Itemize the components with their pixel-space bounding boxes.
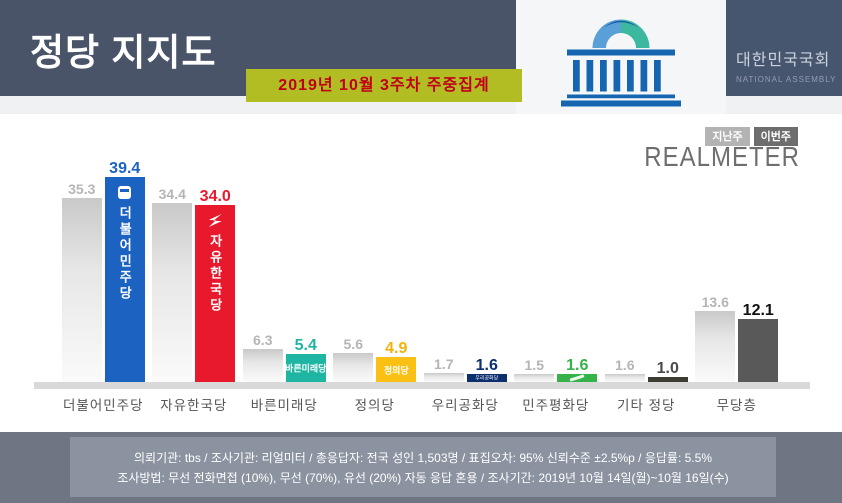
bar-plot: 35.3 39.4 더불어민주당 34.4 34.0 자유한국당 6.3 5.4 바른미래당 5.… <box>58 160 782 382</box>
assembly-name-en: NATIONAL ASSEMBLY <box>736 75 837 84</box>
x-axis-labels: 더불어민주당 자유한국당 바른미래당 정의당 우리공화당 민주평화당 기타 정당 무당층 <box>58 394 782 414</box>
this-week-value: 39.4 <box>109 160 141 177</box>
last-week-value: 34.4 <box>158 186 186 202</box>
last-week-bar-wrap: 35.3 <box>61 160 102 382</box>
this-week-bar-wrap: 39.4 더불어민주당 <box>104 160 145 382</box>
last-week-value: 1.6 <box>615 357 635 373</box>
in-bar-party-name: 바른미래당 <box>285 363 327 374</box>
assembly-name-panel: 대한민국국회 NATIONAL ASSEMBLY <box>726 0 842 96</box>
this-week-bar-wrap: 12.1 <box>738 160 779 382</box>
axis-baseline <box>34 382 810 389</box>
x-axis-label-0: 더불어민주당 <box>62 398 144 413</box>
last-week-value: 5.6 <box>343 336 363 352</box>
page-title: 정당 지지도 <box>30 32 217 73</box>
last-week-bar-wrap: 1.7 <box>423 160 464 382</box>
realmeter-logo: REALMETER <box>644 142 800 174</box>
this-week-bar-wrap: 34.0 자유한국당 <box>195 160 236 382</box>
last-week-bar-wrap: 1.6 <box>604 160 645 382</box>
last-week-bar-wrap: 5.6 <box>333 160 374 382</box>
party-name-vertical: 자유한국당 <box>207 234 223 314</box>
chart-legend: 지난주 이번주 <box>705 127 798 146</box>
last-week-value: 6.3 <box>253 332 273 348</box>
this-week-bar <box>647 377 688 382</box>
this-week-bar <box>738 319 779 382</box>
last-week-bar <box>333 353 374 382</box>
in-bar-party-name: 정의당 <box>383 365 409 375</box>
last-week-bar <box>61 198 102 382</box>
x-axis-label-7: 무당층 <box>716 398 757 413</box>
x-axis-label-1: 자유한국당 <box>160 398 228 413</box>
last-week-bar <box>514 374 555 382</box>
week-banner: 2019년 10월 3주차 주중집계 <box>246 69 522 102</box>
x-axis-label-6: 기타 정당 <box>617 398 676 413</box>
last-week-bar <box>695 311 736 382</box>
last-week-bar-wrap: 13.6 <box>695 160 736 382</box>
this-week-bar <box>557 374 598 382</box>
this-week-bar: 우리공화당 <box>466 374 507 382</box>
this-week-value: 1.6 <box>566 357 589 374</box>
this-week-bar-wrap: 5.4 바른미래당 <box>285 160 327 382</box>
assembly-name-kr: 대한민국국회 <box>736 52 831 69</box>
this-week-bar: 더불어민주당 <box>104 177 145 382</box>
survey-info-line1: 의뢰기관: tbs / 조사기관: 리얼미터 / 총응답자: 전국 성인 1,5… <box>134 450 712 465</box>
survey-info-panel: 의뢰기관: tbs / 조사기관: 리얼미터 / 총응답자: 전국 성인 1,5… <box>70 437 776 497</box>
bar-group-4: 1.7 1.6 우리공화당 <box>420 160 511 382</box>
this-week-bar-wrap: 1.6 <box>557 160 598 382</box>
last-week-bar-wrap: 6.3 <box>242 160 283 382</box>
bar-group-0: 35.3 39.4 더불어민주당 <box>58 160 149 382</box>
bar-group-1: 34.4 34.0 자유한국당 <box>149 160 240 382</box>
this-week-value: 1.0 <box>656 360 679 377</box>
legend-last-week: 지난주 <box>705 127 750 146</box>
x-axis-label-3: 정의당 <box>354 398 395 413</box>
in-bar-party-name: 자유한국당 <box>195 214 235 314</box>
legend-this-week: 이번주 <box>753 127 798 146</box>
last-week-bar <box>423 373 464 382</box>
this-week-value: 5.4 <box>294 337 317 354</box>
last-week-bar-wrap: 1.5 <box>514 160 555 382</box>
national-assembly-building-icon <box>561 19 681 107</box>
bar-group-3: 5.6 4.9 정의당 <box>330 160 421 382</box>
party-logo-swoosh-icon <box>569 374 585 382</box>
bar-group-6: 1.6 1.0 <box>601 160 692 382</box>
lkp-party-logo-icon <box>208 214 222 227</box>
last-week-value: 35.3 <box>68 181 96 197</box>
last-week-bar <box>152 203 193 382</box>
party-name-vertical: 더불어민주당 <box>117 206 133 302</box>
this-week-bar: 자유한국당 <box>195 205 236 382</box>
this-week-value: 1.6 <box>475 357 498 374</box>
assembly-logo-card <box>516 0 726 114</box>
bar-group-2: 6.3 5.4 바른미래당 <box>239 160 330 382</box>
minjoo-party-logo-icon <box>118 186 132 199</box>
this-week-bar-wrap: 1.0 <box>647 160 688 382</box>
last-week-value: 1.7 <box>434 356 454 372</box>
this-week-bar: 바른미래당 <box>285 354 327 382</box>
last-week-bar <box>242 349 283 382</box>
this-week-value: 4.9 <box>385 340 408 357</box>
x-axis-label-4: 우리공화당 <box>431 398 499 413</box>
x-axis-label-2: 바른미래당 <box>250 398 318 413</box>
this-week-value: 12.1 <box>742 302 774 319</box>
x-axis-label-5: 민주평화당 <box>522 398 590 413</box>
survey-info-line2: 조사방법: 무선 전화면접 (10%), 무선 (70%), 유선 (20%) … <box>117 470 729 485</box>
bar-group-5: 1.5 1.6 <box>511 160 602 382</box>
in-bar-party-name: 더불어민주당 <box>105 186 145 302</box>
this-week-value: 34.0 <box>199 188 231 205</box>
last-week-value: 1.5 <box>524 357 544 373</box>
this-week-bar-wrap: 4.9 정의당 <box>376 160 417 382</box>
last-week-value: 13.6 <box>701 294 729 310</box>
in-bar-party-name: 우리공화당 <box>475 375 499 382</box>
bar-group-7: 13.6 12.1 <box>692 160 783 382</box>
this-week-bar-wrap: 1.6 우리공화당 <box>466 160 507 382</box>
last-week-bar-wrap: 34.4 <box>152 160 193 382</box>
last-week-bar <box>604 374 645 382</box>
this-week-bar: 정의당 <box>376 357 417 382</box>
